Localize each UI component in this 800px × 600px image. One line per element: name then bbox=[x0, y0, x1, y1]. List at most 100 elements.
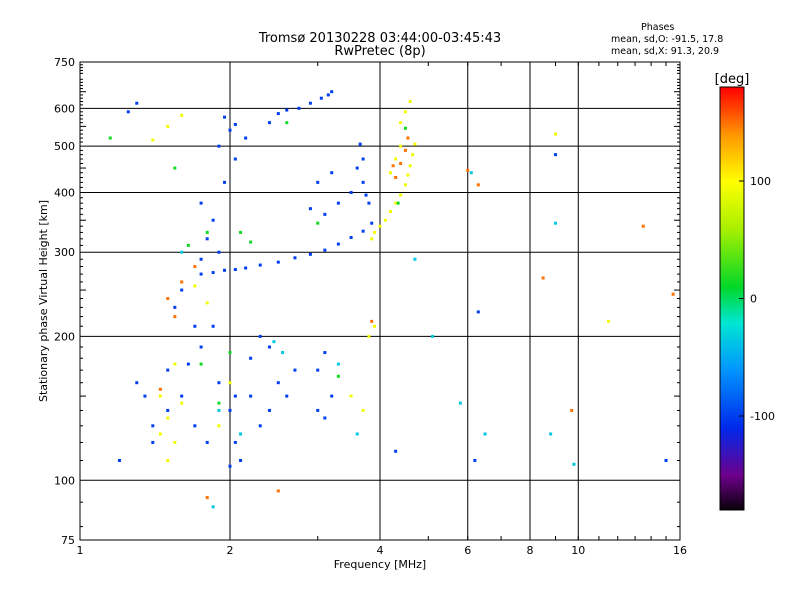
colorbar-band bbox=[720, 154, 744, 156]
colorbar-band bbox=[720, 271, 744, 273]
colorbar-band bbox=[720, 320, 744, 322]
colorbar-band bbox=[720, 152, 744, 154]
data-point bbox=[293, 256, 297, 260]
colorbar-band bbox=[720, 151, 744, 153]
data-point bbox=[367, 201, 371, 205]
data-point bbox=[211, 271, 215, 275]
colorbar-band bbox=[720, 397, 744, 399]
data-point bbox=[258, 263, 262, 267]
colorbar-band bbox=[720, 504, 744, 506]
data-point bbox=[166, 297, 170, 301]
colorbar-band bbox=[720, 188, 744, 190]
data-point bbox=[285, 121, 289, 125]
colorbar-band bbox=[720, 208, 744, 210]
colorbar-band bbox=[720, 388, 744, 390]
colorbar-band bbox=[720, 361, 744, 363]
data-point bbox=[186, 243, 190, 247]
data-point bbox=[180, 280, 184, 284]
data-point bbox=[396, 201, 400, 205]
colorbar-band bbox=[720, 476, 744, 478]
colorbar-band bbox=[720, 456, 744, 458]
colorbar-band bbox=[720, 252, 744, 254]
colorbar-band bbox=[720, 189, 744, 191]
colorbar-band bbox=[720, 356, 744, 358]
data-point bbox=[349, 394, 353, 398]
colorbar-band bbox=[720, 145, 744, 147]
colorbar-band bbox=[720, 250, 744, 252]
data-point bbox=[319, 96, 323, 100]
colorbar-band bbox=[720, 400, 744, 402]
colorbar-band bbox=[720, 150, 744, 152]
colorbar-band bbox=[720, 132, 744, 134]
colorbar-band bbox=[720, 126, 744, 128]
data-point bbox=[326, 93, 330, 97]
colorbar-band bbox=[720, 209, 744, 211]
colorbar-band bbox=[720, 459, 744, 461]
colorbar-band bbox=[720, 113, 744, 115]
colorbar-band bbox=[720, 118, 744, 120]
colorbar-band bbox=[720, 453, 744, 455]
colorbar-band bbox=[720, 226, 744, 228]
colorbar-band bbox=[720, 313, 744, 315]
colorbar-band bbox=[720, 384, 744, 386]
colorbar-band bbox=[720, 155, 744, 157]
colorbar-band bbox=[720, 353, 744, 355]
colorbar-band bbox=[720, 277, 744, 279]
colorbar-band bbox=[720, 187, 744, 189]
data-point bbox=[193, 284, 197, 288]
colorbar-band bbox=[720, 493, 744, 495]
colorbar-band bbox=[720, 355, 744, 357]
colorbar-tick-label: 0 bbox=[750, 293, 757, 306]
data-point bbox=[199, 257, 203, 261]
colorbar-band bbox=[720, 137, 744, 139]
data-point bbox=[239, 230, 243, 234]
colorbar-band bbox=[720, 204, 744, 206]
colorbar-band bbox=[720, 325, 744, 327]
phases-o-mode: mean, sd,O: -91.5, 17.8 bbox=[611, 34, 724, 45]
y-tick-label: 500 bbox=[54, 140, 75, 153]
colorbar-band bbox=[720, 404, 744, 406]
data-point bbox=[355, 166, 359, 170]
colorbar-band bbox=[720, 365, 744, 367]
data-point bbox=[541, 276, 545, 280]
colorbar-band bbox=[720, 474, 744, 476]
colorbar-band bbox=[720, 352, 744, 354]
colorbar-band bbox=[720, 495, 744, 497]
colorbar-band bbox=[720, 481, 744, 483]
colorbar-band bbox=[720, 238, 744, 240]
data-point bbox=[173, 362, 177, 366]
colorbar-band bbox=[720, 451, 744, 453]
colorbar-band bbox=[720, 503, 744, 505]
data-point bbox=[211, 218, 215, 222]
colorbar-band bbox=[720, 257, 744, 259]
colorbar-band bbox=[720, 281, 744, 283]
colorbar-band bbox=[720, 367, 744, 369]
colorbar-band bbox=[720, 283, 744, 285]
data-point bbox=[370, 237, 374, 241]
data-point bbox=[223, 115, 227, 119]
colorbar-band bbox=[720, 254, 744, 256]
colorbar-band bbox=[720, 482, 744, 484]
colorbar-band bbox=[720, 390, 744, 392]
colorbar-band bbox=[720, 321, 744, 323]
colorbar-band bbox=[720, 196, 744, 198]
data-point bbox=[186, 362, 190, 366]
colorbar-band bbox=[720, 280, 744, 282]
colorbar-band bbox=[720, 92, 744, 94]
colorbar-band bbox=[720, 403, 744, 405]
colorbar-band bbox=[720, 452, 744, 454]
data-point bbox=[361, 157, 365, 161]
colorbar-band bbox=[720, 203, 744, 205]
colorbar-band bbox=[720, 417, 744, 419]
colorbar-band bbox=[720, 191, 744, 193]
colorbar-band bbox=[720, 217, 744, 219]
colorbar-band bbox=[720, 499, 744, 501]
data-point bbox=[199, 272, 203, 276]
colorbar-band bbox=[720, 244, 744, 246]
colorbar-band bbox=[720, 179, 744, 181]
colorbar-band bbox=[720, 139, 744, 141]
colorbar-band bbox=[720, 359, 744, 361]
data-point bbox=[267, 408, 271, 412]
colorbar-band bbox=[720, 147, 744, 149]
